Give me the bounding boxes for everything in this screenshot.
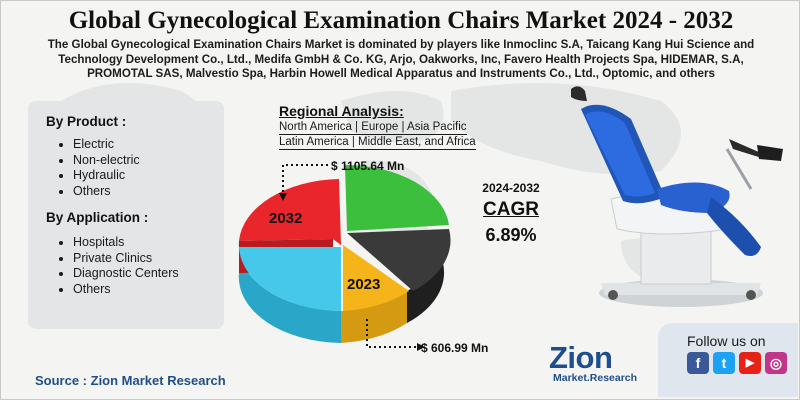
page-subtitle: The Global Gynecological Examination Cha… (23, 38, 779, 82)
pie-slice-green (345, 164, 449, 231)
regional-title: Regional Analysis: (279, 103, 404, 119)
value-label-2023: $ 606.99 Mn (421, 341, 489, 355)
product-heading: By Product : (46, 114, 127, 129)
facebook-icon[interactable]: f (687, 352, 709, 374)
list-item: Others (59, 184, 140, 200)
list-item: Hospitals (59, 235, 179, 251)
pie-slice-depth (407, 231, 445, 323)
regional-line: North America | Europe | Asia Pacific (279, 121, 467, 135)
subtitle-line: The Global Gynecological Examination Cha… (47, 38, 755, 51)
youtube-icon[interactable]: ▶ (739, 352, 761, 374)
pie-slice-depth (238, 241, 341, 343)
application-list: Hospitals Private Clinics Diagnostic Cen… (59, 235, 179, 297)
zion-logo: Zion (549, 340, 613, 375)
cagr-label: CAGR (483, 199, 539, 220)
subtitle-line: PROMOTAL SAS, Malvestio Spa, Harbin Howe… (87, 67, 715, 80)
regional-line: Latin America | Middle East, and Africa (279, 136, 476, 150)
list-item: Electric (59, 137, 140, 153)
application-heading: By Application : (46, 210, 149, 225)
cagr-value: 6.89% (485, 225, 537, 245)
pie-chart: 2032 2023 (238, 164, 451, 351)
subtitle-line: Technology Development Co., Ltd., Medifa… (58, 52, 744, 66)
product-list: Electric Non-electric Hydraulic Others (59, 137, 140, 199)
list-item: Non-electric (59, 153, 140, 169)
list-item: Diagnostic Centers (59, 266, 179, 282)
source-text: Source : Zion Market Research (35, 373, 226, 388)
pie-slice-dark (347, 229, 451, 291)
pie-slice-2023 (343, 245, 409, 311)
follow-us-label: Follow us on (687, 333, 766, 349)
arrow-2023 (417, 343, 425, 351)
pie-slice-depth (341, 291, 407, 343)
twitter-icon[interactable]: t (713, 352, 735, 374)
examination-chair-image (571, 86, 783, 307)
page-title: Global Gynecological Examination Chairs … (68, 7, 734, 34)
pie-label-2032: 2032 (269, 210, 302, 227)
value-label-2032: $ 1105.64 Mn (331, 159, 405, 173)
cagr-period: 2024-2032 (482, 181, 540, 195)
leader-line-2032 (282, 164, 329, 197)
list-item: Private Clinics (59, 251, 179, 267)
zion-logo-subtext: Market.Research (553, 372, 638, 384)
arrow-2032 (279, 193, 287, 201)
pie-slice-blue (239, 247, 341, 311)
pie-label-2023: 2023 (347, 276, 380, 293)
instagram-icon[interactable]: ◎ (765, 352, 787, 374)
list-item: Others (59, 282, 179, 298)
pie-slice-2032 (239, 179, 341, 245)
list-item: Hydraulic (59, 168, 140, 184)
